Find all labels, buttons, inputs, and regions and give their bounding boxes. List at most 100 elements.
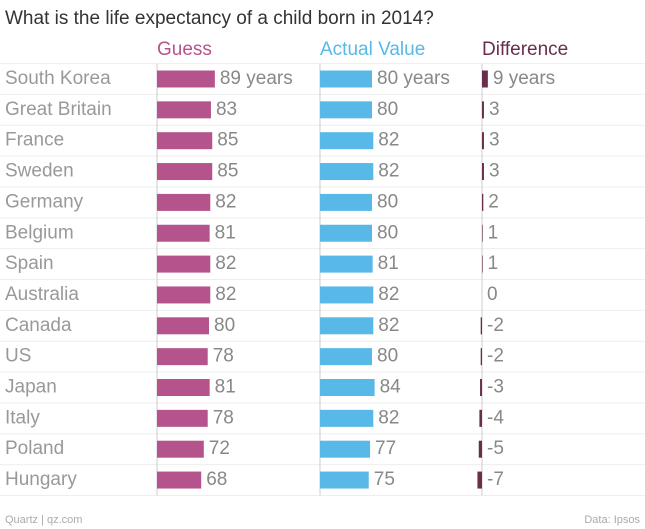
bar [482,70,488,88]
value-label: 75 [374,469,395,490]
bar [480,317,482,335]
value-label: 3 [489,130,500,151]
bar [320,255,373,273]
legend-header: Actual Value [320,39,425,60]
legend-header: Difference [482,39,568,60]
bar [482,101,484,119]
value-label: 9 years [493,68,555,89]
value-label: 84 [380,377,402,398]
bar [479,409,482,427]
value-label: 85 [217,161,238,182]
value-label: 81 [378,253,399,274]
category-label: Australia [5,284,79,305]
value-label: 85 [217,130,238,151]
value-label: 1 [488,222,499,243]
category-label: Germany [5,191,84,212]
bar [157,379,210,396]
value-label: 83 [216,99,237,120]
bar [482,132,484,150]
bar [157,224,210,242]
legend-header: Guess [157,39,212,60]
bar [157,70,215,88]
category-label: France [5,130,64,151]
bar [477,471,482,489]
value-label: 81 [215,222,236,243]
category-label: Italy [5,407,40,428]
value-label: -7 [487,469,504,490]
category-label: Japan [5,377,57,398]
category-label: Hungary [5,469,77,490]
bar [157,471,202,489]
bar [320,224,372,242]
value-label: 82 [378,315,399,336]
bar [480,348,482,366]
value-label: 82 [215,253,236,274]
bar [157,193,211,211]
value-label: 77 [375,438,396,459]
bar [320,440,371,458]
value-label: 82 [215,191,236,212]
bar [478,440,482,458]
bar [320,286,374,304]
category-label: US [5,346,31,367]
bar [320,193,372,211]
bar [157,286,211,304]
category-label: Spain [5,253,54,274]
value-label: -4 [487,407,504,428]
value-label: 1 [488,253,499,274]
category-label: Sweden [5,161,74,182]
value-label: -5 [487,438,504,459]
value-label: 82 [215,284,236,305]
bar [157,163,213,181]
bar [157,101,211,119]
bar [157,255,211,273]
chart-title: What is the life expectancy of a child b… [5,8,434,29]
credit: Quartz | qz.com [5,514,82,526]
bar [320,70,372,88]
value-label: 80 [214,315,235,336]
bar [320,379,375,396]
value-label: 82 [378,284,399,305]
bar [320,132,374,150]
source: Data: Ipsos [584,514,640,526]
bar [320,348,372,366]
bar [320,163,374,181]
bar [320,317,374,335]
value-label: 80 [377,191,398,212]
bar [157,440,204,458]
value-label: 68 [206,469,227,490]
bar [157,132,213,150]
value-label: 80 [377,222,398,243]
bar [482,163,484,181]
value-label: 3 [489,99,500,120]
bar [482,224,483,242]
category-label: Great Britain [5,99,112,120]
bar [157,409,208,427]
bar [320,101,372,119]
value-label: 82 [378,130,399,151]
category-label: Poland [5,438,64,459]
bar [320,409,374,427]
value-label: 3 [489,161,500,182]
bar [480,379,482,396]
value-label: 80 [377,346,398,367]
value-label: 78 [213,346,234,367]
value-label: 80 years [377,68,450,89]
bar [157,348,208,366]
value-label: 78 [213,407,234,428]
value-label: 82 [378,161,399,182]
category-label: Canada [5,315,72,336]
value-label: 82 [378,407,399,428]
value-label: 89 years [220,68,293,89]
bar [320,471,369,489]
value-label: 81 [215,377,236,398]
value-label: 72 [209,438,230,459]
category-label: Belgium [5,222,74,243]
value-label: 80 [377,99,398,120]
bar [482,255,483,273]
value-label: -3 [487,377,504,398]
category-label: South Korea [5,68,111,89]
value-label: 0 [487,284,498,305]
value-label: 2 [488,191,499,212]
